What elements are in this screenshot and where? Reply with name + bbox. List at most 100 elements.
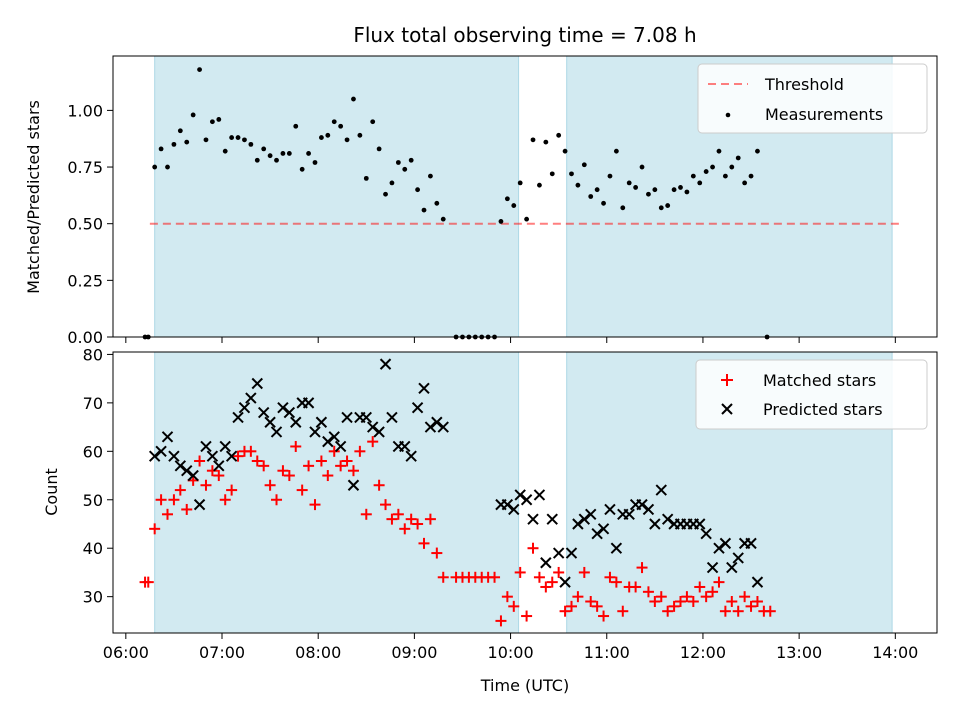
predicted-point-86: [751, 576, 764, 588]
measurement-point-25: [299, 166, 305, 172]
matched-point-80: [655, 591, 667, 603]
measurement-point-83: [678, 185, 683, 190]
measurement-point-47: [440, 216, 446, 222]
predicted-point-22: [290, 416, 302, 428]
predicted-point-51: [527, 513, 539, 525]
matched-point-77: [636, 562, 648, 574]
matched-point-60: [527, 542, 539, 554]
predicted-point-64: [610, 542, 623, 554]
matched-point-42: [405, 513, 417, 525]
matched-point-56: [501, 591, 513, 603]
predicted-point-53: [540, 557, 552, 569]
measurement-point-43: [415, 187, 420, 193]
measurement-point-69: [588, 194, 594, 199]
predicted-point-77: [694, 518, 706, 530]
matched-point-66: [565, 600, 577, 612]
predicted-point-72: [661, 513, 674, 525]
predicted-point-59: [578, 513, 591, 525]
bottom-x-tick-label-4: 10:00: [488, 643, 534, 662]
matched-point-93: [739, 591, 751, 603]
predicted-point-0: [148, 450, 161, 462]
bottom-x-tick-label-6: 12:00: [680, 643, 726, 662]
predicted-point-78: [700, 527, 712, 540]
matched-point-4: [162, 508, 174, 520]
top-y-tick-label-1: 0.25: [67, 271, 103, 290]
measurement-point-57: [511, 203, 517, 208]
top-legend: Threshold Measurements: [697, 63, 928, 134]
measurement-point-63: [549, 171, 555, 177]
bottom-shaded-region-0: [154, 351, 520, 634]
measurement-point-35: [363, 175, 369, 181]
matched-point-20: [264, 479, 276, 491]
matched-point-97: [764, 605, 776, 617]
predicted-point-36: [379, 358, 392, 370]
matched-point-85: [687, 596, 699, 608]
predicted-point-30: [341, 411, 353, 424]
matched-point-7: [181, 503, 193, 515]
matched-point-22: [277, 465, 289, 477]
measurement-point-55: [498, 219, 504, 224]
measurement-point-95: [755, 148, 760, 154]
predicted-point-7: [193, 498, 206, 511]
measurement-point-72: [607, 173, 613, 179]
matched-point-1: [142, 576, 154, 588]
predicted-point-31: [347, 479, 360, 491]
matched-point-91: [726, 596, 738, 608]
measurement-point-89: [716, 148, 722, 154]
measurement-point-19: [261, 146, 267, 152]
bottom-x-tick-label-0: 06:00: [103, 643, 149, 662]
predicted-point-40: [405, 450, 417, 462]
matched-point-57: [508, 600, 520, 612]
measurement-point-34: [357, 132, 363, 138]
predicted-point-37: [386, 411, 398, 424]
matched-point-6: [174, 484, 186, 496]
measurement-point-8: [190, 112, 196, 118]
measurement-point-39: [389, 180, 395, 186]
matched-point-27: [309, 499, 321, 511]
legend-matched-label: Matched stars: [763, 371, 876, 390]
measurement-point-20: [267, 153, 273, 159]
predicted-point-69: [642, 503, 655, 516]
matched-point-28: [315, 455, 327, 467]
matched-point-95: [751, 596, 763, 608]
matched-point-90: [719, 605, 731, 617]
bottom-y-axis: 30 40 50 60 70 80: [83, 345, 113, 607]
measurement-point-92: [735, 155, 741, 161]
matched-point-64: [553, 566, 565, 578]
measurement-point-32: [344, 137, 350, 143]
measurement-point-75: [626, 180, 632, 186]
measurement-point-82: [671, 187, 677, 193]
predicted-point-14: [238, 402, 251, 414]
measurement-point-91: [729, 164, 735, 170]
measurement-point-84: [684, 189, 690, 195]
bottom-x-tick-label-8: 14:00: [872, 643, 918, 662]
matched-point-36: [367, 436, 379, 448]
predicted-point-44: [431, 416, 443, 428]
bottom-y-axis-label: Count: [42, 468, 61, 516]
measurement-point-38: [383, 191, 388, 197]
measurement-point-30: [331, 119, 337, 125]
matched-point-39: [386, 513, 398, 525]
matched-point-13: [219, 494, 231, 506]
predicted-point-71: [655, 484, 667, 496]
predicted-point-82: [726, 561, 738, 574]
measurement-point-44: [421, 207, 427, 213]
matched-point-71: [598, 610, 610, 622]
measurement-point-3: [158, 146, 164, 152]
predicted-point-3: [168, 450, 180, 462]
measurement-point-67: [575, 182, 581, 188]
bottom-x-axis: 06:00 07:00 08:00 09:00 10:00 11:00 12:00 13:00…: [103, 633, 918, 662]
measurement-point-14: [229, 135, 235, 140]
predicted-point-62: [597, 523, 610, 535]
measurement-point-65: [562, 148, 568, 154]
measurement-point-93: [742, 180, 748, 186]
measurement-point-29: [325, 132, 331, 138]
predicted-point-85: [745, 537, 757, 550]
predicted-point-27: [322, 435, 334, 448]
matched-point-86: [694, 581, 706, 593]
predicted-point-43: [424, 421, 437, 433]
matched-point-68: [578, 566, 590, 578]
measurement-point-33: [351, 96, 356, 102]
measurement-point-6: [177, 128, 183, 134]
